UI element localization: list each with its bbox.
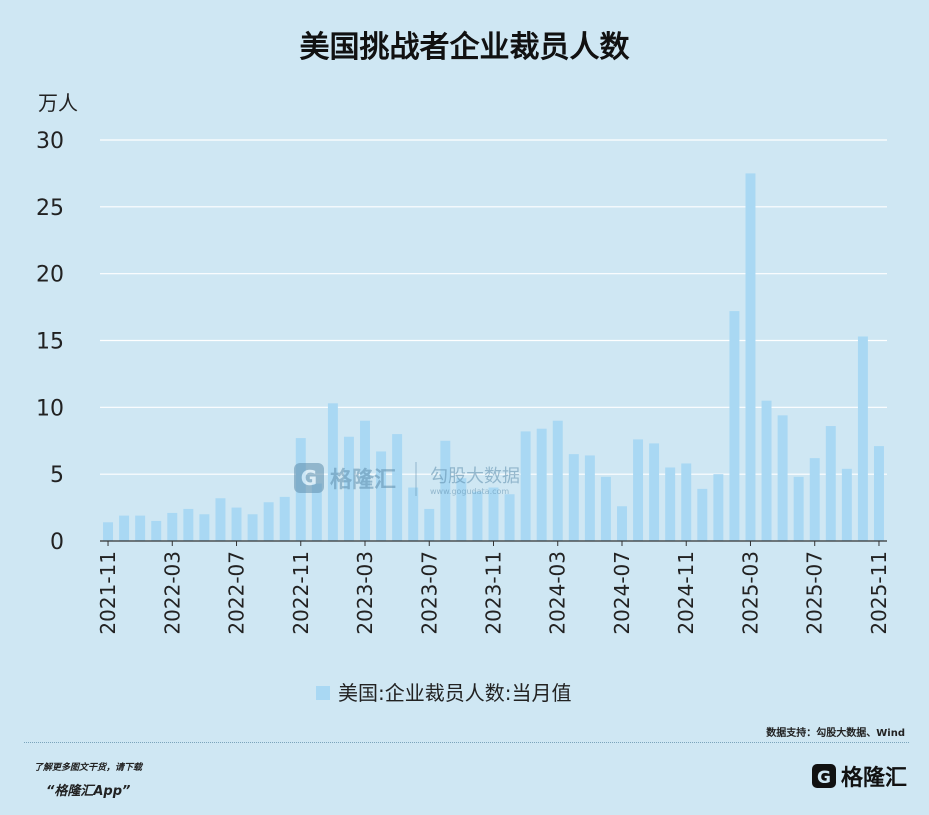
bar-2025-06	[793, 476, 804, 541]
bar-2025-02	[729, 311, 740, 541]
x-tick-label: 2023-11	[482, 551, 506, 635]
bar-2023-09	[456, 478, 467, 541]
x-tick-label: 2025-11	[867, 551, 891, 635]
watermark-logo-glyph: G	[301, 466, 317, 490]
bar-2022-02	[151, 520, 162, 541]
x-tick-label: 2022-07	[225, 551, 249, 635]
bar-2024-07	[617, 506, 627, 541]
x-tick-label: 2021-11	[96, 551, 120, 635]
bar-2022-03	[167, 512, 178, 541]
bar-2024-01	[520, 431, 531, 541]
bar-2024-04	[568, 454, 579, 541]
bar-2023-08	[440, 440, 451, 541]
promo-app-name: “格隆汇App”	[46, 784, 131, 799]
y-tick-label: 10	[36, 396, 64, 421]
bar-2025-04	[761, 400, 772, 541]
legend-swatch	[316, 686, 330, 700]
x-tick-label: 2022-03	[160, 551, 184, 635]
x-tick-label: 2025-07	[803, 551, 827, 635]
bar-2024-08	[633, 439, 644, 541]
watermark-logo-icon	[294, 463, 324, 493]
bar-2025-08	[825, 426, 836, 541]
x-tick-label: 2024-03	[546, 551, 570, 635]
bar-2022-06	[215, 498, 226, 541]
bar-2022-09	[263, 502, 274, 541]
bar-2024-09	[649, 443, 660, 541]
bar-2024-06	[600, 476, 611, 541]
bar-2025-05	[777, 415, 788, 541]
y-tick-label: 20	[36, 263, 64, 288]
x-tick-label: 2024-07	[610, 551, 634, 635]
watermark: G 格隆汇 勾股大数据 www.gogudata.com	[294, 462, 520, 496]
bar-2021-12	[119, 515, 130, 541]
bar-2022-04	[183, 508, 194, 541]
svg-text:G: G	[817, 768, 831, 788]
bar-2023-10	[472, 491, 483, 541]
y-tick-label: 15	[36, 330, 64, 355]
watermark-partner: 勾股大数据	[430, 466, 520, 487]
bar-2023-04	[376, 451, 387, 541]
bar-2023-03	[360, 420, 370, 541]
brand-logo: G 格隆汇	[811, 760, 907, 792]
bar-2025-01	[713, 474, 724, 541]
grid-lines	[100, 139, 887, 475]
bar-2022-05	[199, 514, 210, 541]
bar-2024-05	[584, 455, 595, 541]
bar-2025-07	[809, 458, 820, 541]
bar-2023-05	[392, 434, 403, 541]
x-tick-label: 2022-11	[289, 551, 313, 635]
bar-2022-01	[135, 515, 146, 541]
bar-2023-07	[424, 508, 435, 541]
promo-text: 了解更多图文干货，请下载	[34, 763, 143, 773]
bar-2023-11	[488, 487, 499, 541]
chart-title: 美国挑战者企业裁员人数	[299, 30, 630, 65]
source-note: 数据支持：勾股大数据、Wind	[766, 728, 905, 739]
x-tick-label: 2023-03	[353, 551, 377, 635]
x-tick-label: 2025-03	[739, 551, 763, 635]
source-divider	[24, 742, 909, 743]
bar-2024-12	[697, 488, 708, 541]
bar-2025-03	[745, 173, 756, 542]
bar-2024-03	[552, 420, 563, 541]
bar-2023-01	[327, 403, 338, 541]
bar-2023-02	[343, 436, 354, 541]
y-axis-unit: 万人	[38, 91, 78, 115]
bar-2025-10	[857, 336, 868, 541]
legend-label: 美国:企业裁员人数:当月值	[338, 681, 571, 705]
y-tick-label: 30	[36, 129, 64, 154]
watermark-brand: 格隆汇	[330, 467, 396, 493]
watermark-partner-url: www.gogudata.com	[430, 487, 509, 496]
bar-2023-06	[408, 487, 419, 541]
bars	[103, 173, 884, 542]
bar-2024-10	[665, 467, 676, 541]
y-tick-label: 25	[36, 196, 64, 221]
brand-name: 格隆汇	[840, 766, 907, 791]
bar-2022-08	[247, 514, 258, 541]
x-tick-label: 2023-07	[417, 551, 441, 635]
bar-2024-11	[681, 463, 692, 541]
legend: 美国:企业裁员人数:当月值	[316, 681, 571, 705]
bar-2022-10	[279, 496, 290, 541]
brand-g-icon: G	[811, 764, 836, 788]
x-tick-label: 2024-11	[674, 551, 698, 635]
bar-2021-11	[103, 522, 114, 541]
bar-2023-12	[504, 494, 515, 541]
bar-2022-12	[311, 483, 322, 541]
bar-2022-07	[231, 507, 242, 541]
bar-2025-09	[841, 468, 852, 541]
bar-2024-02	[536, 428, 547, 541]
y-tick-label: 5	[50, 463, 64, 488]
bar-2025-11	[873, 446, 884, 541]
y-tick-label: 0	[50, 530, 64, 555]
axes: 0 5 10 15 20 25 30 2021-11 2022-03 2022-07 2022-11…	[36, 129, 891, 635]
